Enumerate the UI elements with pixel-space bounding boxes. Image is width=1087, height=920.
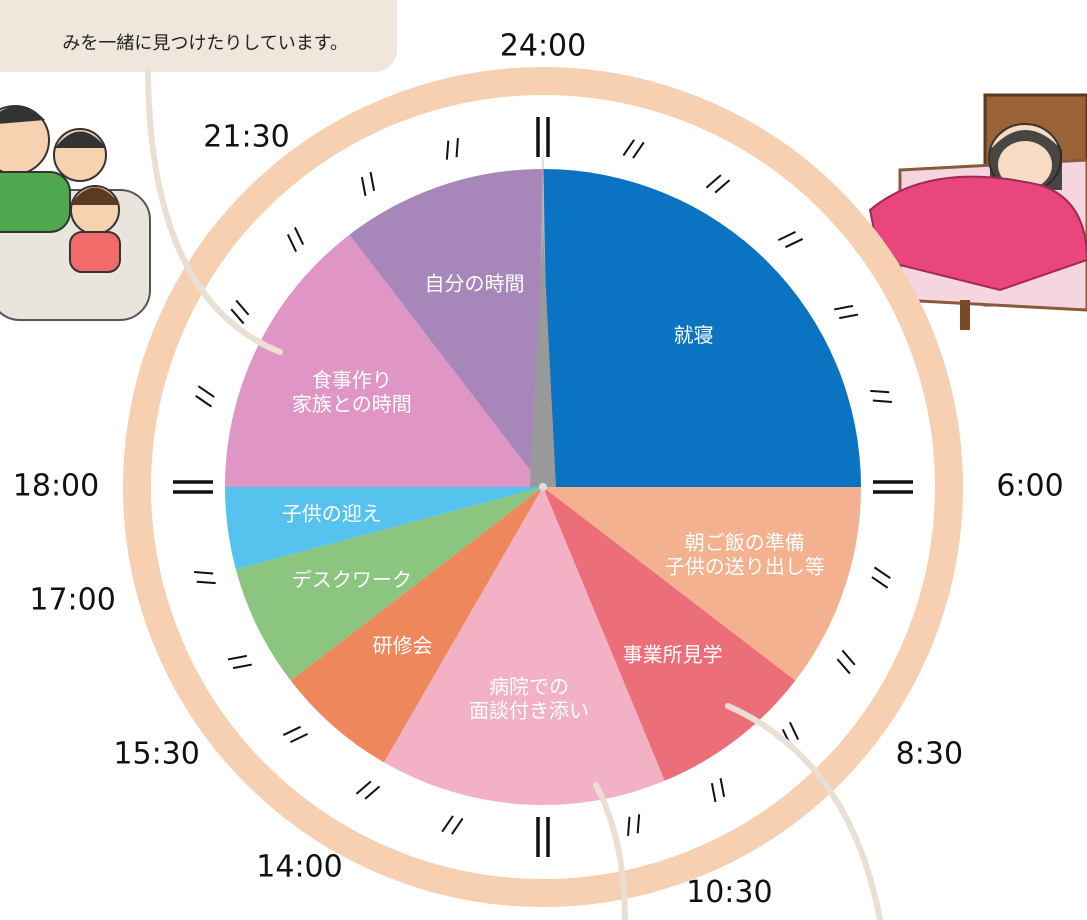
time-label: 24:00 <box>500 29 586 64</box>
hour-mark <box>870 389 890 394</box>
hour-mark <box>369 171 376 191</box>
hour-mark <box>719 778 726 798</box>
time-label: 8:30 <box>896 736 963 771</box>
slice-label: 就寝 <box>674 323 714 347</box>
hour-mark <box>227 654 247 661</box>
pie-slice <box>543 169 861 487</box>
hour-mark <box>636 814 641 834</box>
slice-label: 食事作り家族との時間 <box>292 367 412 415</box>
hour-mark <box>705 174 722 189</box>
time-label: 10:30 <box>686 875 772 910</box>
hour-mark <box>632 141 645 159</box>
clock-hand <box>530 140 556 491</box>
hour-mark <box>841 649 856 666</box>
leader-lines <box>145 69 883 920</box>
hour-mark <box>286 234 298 253</box>
slice-label: 研修会 <box>373 634 433 658</box>
hour-mark <box>445 140 450 160</box>
time-label: 6:00 <box>996 469 1063 504</box>
hour-mark <box>455 138 459 158</box>
hour-mark <box>230 308 245 325</box>
hour-mark <box>451 817 464 835</box>
hour-mark <box>627 816 631 836</box>
hour-mark <box>294 226 305 246</box>
hour-mark <box>441 815 454 833</box>
callout-text: みを一緒に見つけたりしています。 <box>62 33 348 54</box>
hour-mark <box>197 385 215 398</box>
time-label: 21:30 <box>203 119 289 154</box>
callout-box <box>0 0 397 72</box>
hour-mark <box>872 399 892 403</box>
slice-label: 事業所見学 <box>623 643 723 667</box>
hour-mark <box>784 238 804 249</box>
hour-mark <box>355 780 372 795</box>
slice-label: デスクワーク <box>292 568 412 592</box>
pie-slice <box>225 487 543 570</box>
time-label: 17:00 <box>29 582 115 617</box>
hour-mark <box>836 658 851 675</box>
hour-mark <box>195 395 213 408</box>
hour-mark <box>710 783 717 803</box>
slice-label: 朝ご飯の準備子供の送り出し等 <box>665 530 825 578</box>
hour-mark <box>777 230 796 242</box>
slice-label: 自分の時間 <box>425 272 525 296</box>
hour-mark <box>194 571 214 575</box>
hour-mark <box>714 179 731 194</box>
hour-mark <box>290 732 309 744</box>
time-label: 14:00 <box>256 850 342 885</box>
slice-label: 子供の迎え <box>282 501 382 525</box>
time-label: 18:00 <box>13 469 99 504</box>
pie-slice <box>235 487 544 681</box>
pie-slice <box>384 487 665 806</box>
hour-mark <box>196 580 216 585</box>
hour-mark <box>622 139 635 157</box>
hour-mark <box>232 663 252 670</box>
hour-mark <box>788 721 800 740</box>
hour-mark <box>873 566 891 579</box>
hour-mark <box>364 785 381 800</box>
hour-mark <box>235 299 250 316</box>
hour-mark <box>360 176 367 196</box>
hour-mark <box>282 725 302 736</box>
pie-slice <box>349 169 543 487</box>
hour-mark <box>871 576 889 589</box>
pie-slice <box>543 487 861 681</box>
bed-illustration <box>868 93 1087 330</box>
pie-slice <box>290 487 543 763</box>
hour-mark <box>839 313 859 320</box>
time-label: 15:30 <box>113 736 199 771</box>
hour-mark <box>834 304 854 311</box>
family-illustration <box>0 105 151 321</box>
pie-slice <box>225 234 543 487</box>
slice-label: 病院での面談付き添い <box>469 674 589 722</box>
